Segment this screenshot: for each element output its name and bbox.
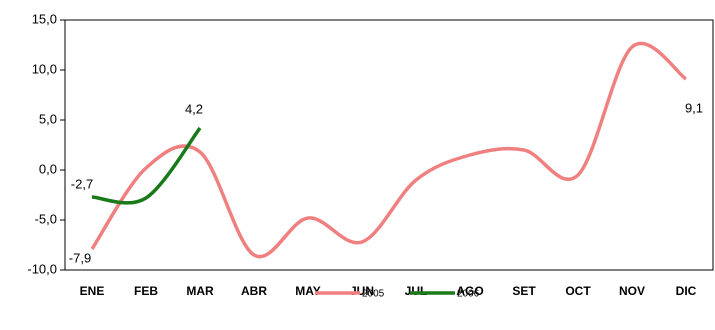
x-tick-label: OCT: [565, 284, 591, 298]
x-tick-label: ENE: [80, 284, 105, 298]
x-tick-label: NOV: [619, 284, 645, 298]
x-tick-label: FEB: [134, 284, 158, 298]
line: [91, 126, 202, 205]
x-tick-label: MAY: [295, 284, 321, 298]
x-tick-label: ABR: [241, 284, 267, 298]
x-tick-label: MAR: [186, 284, 214, 298]
data-label: -7,9: [69, 250, 91, 265]
y-tick-label: -5,0: [35, 211, 57, 226]
x-tick-label: JUL: [405, 284, 428, 298]
data-label: 4,2: [185, 101, 203, 116]
line: [90, 41, 688, 259]
data-label: 9,1: [685, 100, 703, 115]
y-tick-label: 5,0: [39, 111, 57, 126]
y-tick-label: 15,0: [32, 11, 57, 26]
y-tick-label: 0,0: [39, 161, 57, 176]
x-tick-label: AGO: [456, 284, 483, 298]
y-tick-label: -10,0: [27, 261, 57, 276]
data-label: -2,7: [71, 176, 93, 191]
plot-area: [64, 19, 714, 271]
x-tick-label: SET: [512, 284, 536, 298]
y-tick-label: 10,0: [32, 61, 57, 76]
legend-label: 2005: [362, 289, 385, 300]
legend-label: 2006: [457, 289, 480, 300]
x-tick-label: DIC: [676, 284, 697, 298]
